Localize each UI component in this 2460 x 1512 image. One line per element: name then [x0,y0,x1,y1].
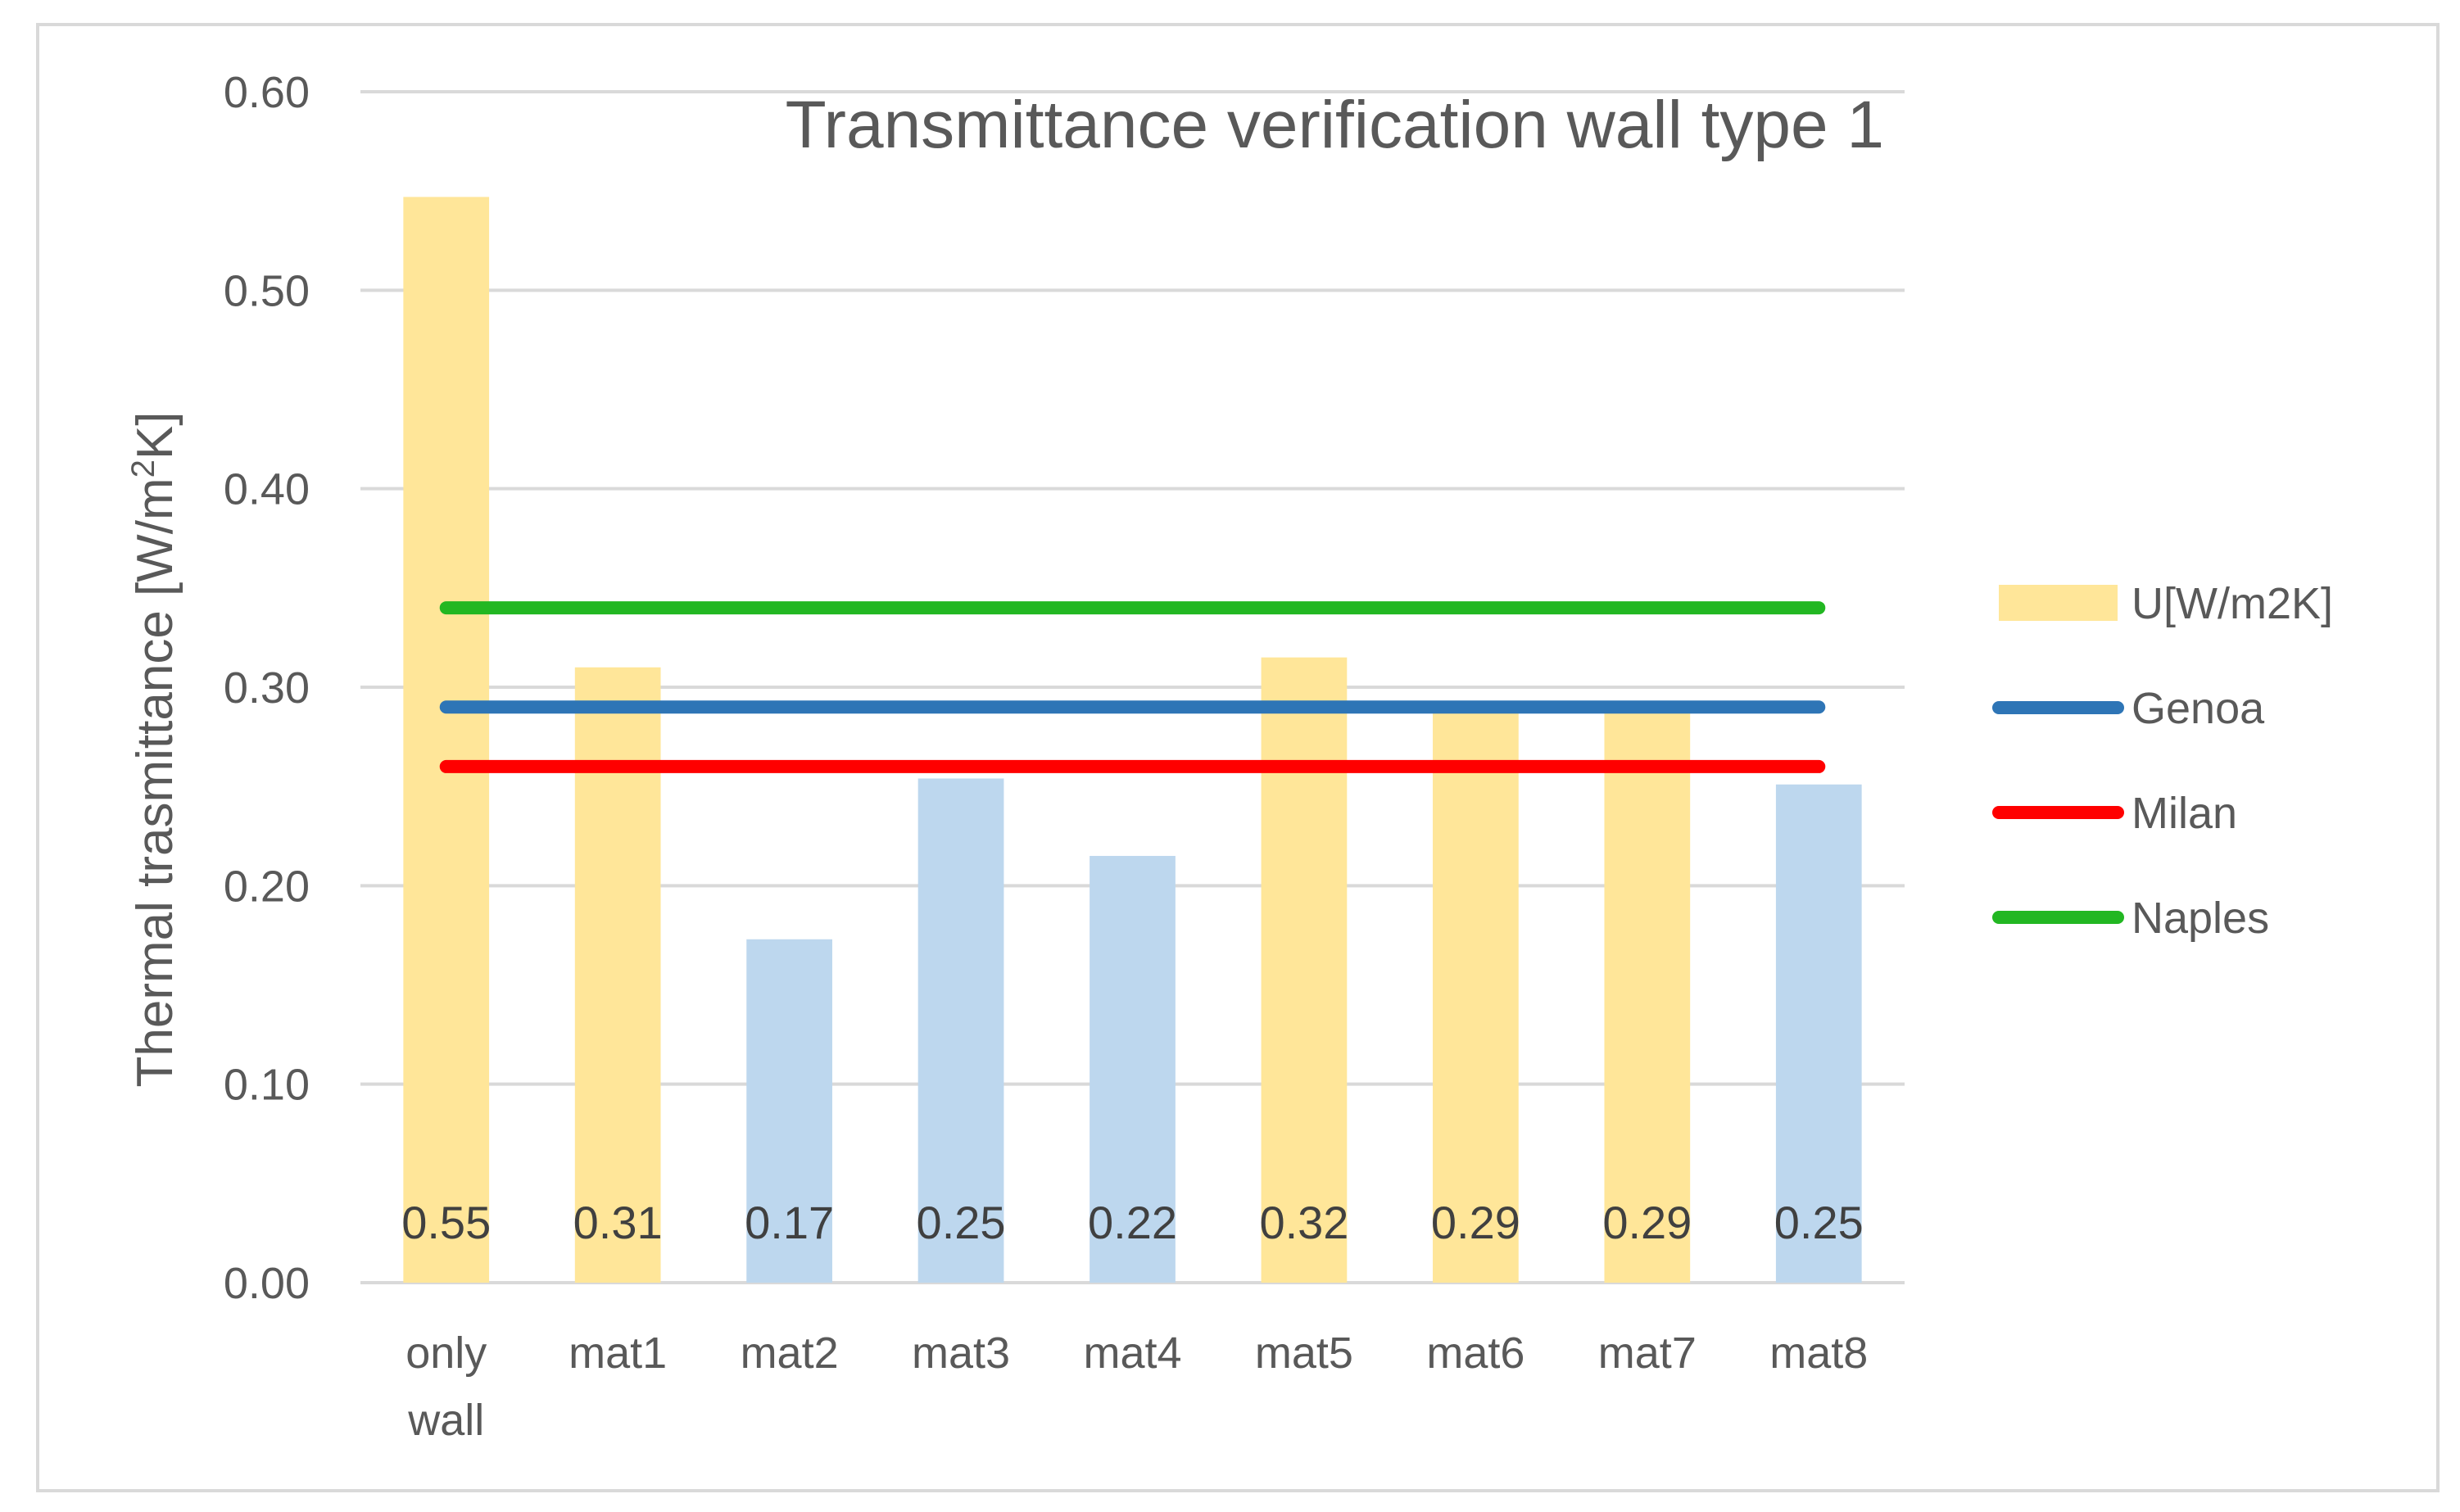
y-axis-title: Thermal trasmittance [W/m2K] [125,412,183,1088]
bar-value-label: 0.55 [401,1197,491,1248]
legend: U[W/m2K] Genoa Milan Naples [1992,579,2333,943]
bar-value-label: 0.25 [917,1197,1006,1248]
y-tick-label: 0.30 [224,663,310,713]
legend-label: Naples [2132,894,2269,943]
bar [1090,855,1176,1283]
bar [403,197,490,1283]
y-tick-label: 0.00 [224,1259,310,1308]
y-axis-title-superscript: 2 [125,459,161,478]
x-category-label: only [405,1329,487,1378]
x-category-label: mat7 [1598,1329,1697,1378]
y-axis-title-tail: K] [127,412,183,460]
bar [917,778,1004,1283]
x-category-label: mat2 [741,1329,839,1378]
bar-value-label: 0.32 [1259,1197,1348,1248]
y-tick-label: 0.40 [224,465,310,514]
threshold-lines [439,601,1826,773]
legend-label: U[W/m2K] [2132,579,2333,628]
bar [1775,784,1862,1283]
x-category-label: mat5 [1255,1329,1353,1378]
bar [1261,657,1348,1283]
bar [1433,707,1519,1283]
y-tick-label: 0.10 [224,1061,310,1110]
y-tick-label: 0.20 [224,862,310,911]
bar-value-label: 0.25 [1774,1197,1864,1248]
legend-swatch [1999,585,2118,621]
x-category-label: mat3 [912,1329,1010,1378]
bar-value-label: 0.29 [1431,1197,1520,1248]
x-category-label: wall [407,1396,484,1445]
x-category-label: mat6 [1426,1329,1524,1378]
bar [574,667,661,1283]
y-tick-label: 0.50 [224,266,310,315]
bar-value-label: 0.17 [745,1197,834,1248]
data-labels: 0.55 0.31 0.17 0.25 0.22 0.32 0.29 0.29 0.25 [401,1197,1864,1248]
chart-title: Transmittance verification wall type 1 [786,88,1884,162]
legend-label: Genoa [2132,684,2265,733]
legend-label: Milan [2132,789,2237,838]
x-category-label: mat8 [1769,1329,1868,1378]
bars [403,197,1862,1283]
bar [746,939,832,1283]
bar-value-label: 0.31 [573,1197,663,1248]
bar-value-label: 0.29 [1602,1197,1692,1248]
y-axis-ticks: 0.00 0.10 0.20 0.30 0.40 0.50 0.60 [224,68,310,1308]
bar [1604,707,1691,1283]
x-category-label: mat1 [569,1329,667,1378]
x-category-label: mat4 [1083,1329,1181,1378]
bar-value-label: 0.22 [1088,1197,1177,1248]
chart-frame [36,23,2440,1492]
x-axis-categories: only wall mat1 mat2 mat3 mat4 mat5 mat6 mat7 mat8 [405,1329,1868,1445]
y-axis-title-main: Thermal trasmittance [W/m [127,478,183,1087]
y-tick-label: 0.60 [224,68,310,117]
